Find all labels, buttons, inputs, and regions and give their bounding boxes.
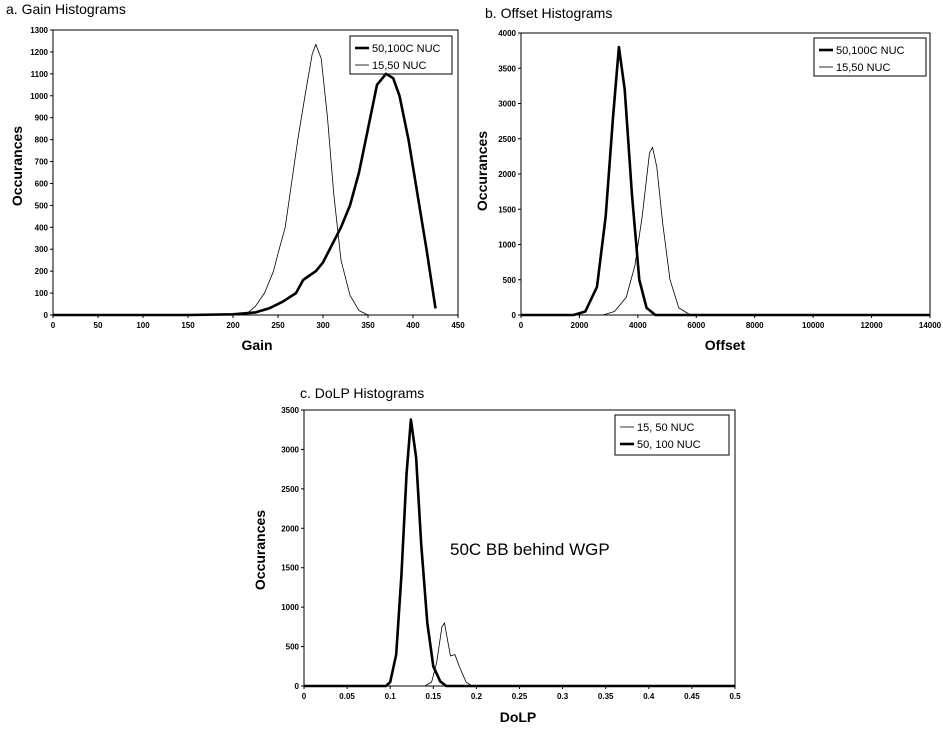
legend-entry-dolp-0: 15, 50 NUC <box>637 422 695 434</box>
y-tick-label-dolp: 1500 <box>281 564 299 573</box>
x-tick-label-dolp: 0.5 <box>729 692 741 701</box>
y-tick-label-gain: 0 <box>44 311 49 320</box>
y-tick-label-gain: 800 <box>35 136 49 145</box>
plot-area-gain <box>52 29 459 316</box>
y-tick-label-dolp: 3500 <box>281 406 299 415</box>
x-tick-label-gain: 50 <box>94 321 103 330</box>
y-tick-label-offset: 500 <box>503 276 517 285</box>
chart-title-gain: a. Gain Histograms <box>6 1 126 17</box>
legend-entry-offset-1: 15,50 NUC <box>836 62 890 74</box>
y-tick-label-offset: 0 <box>512 311 517 320</box>
y-tick-label-gain: 400 <box>35 223 49 232</box>
x-tick-label-offset: 4000 <box>629 321 647 330</box>
series-line-offset-1 <box>521 146 930 316</box>
x-tick-label-offset: 14000 <box>919 321 942 330</box>
x-tick-label-dolp: 0.3 <box>557 692 569 701</box>
x-tick-label-gain: 450 <box>451 321 465 330</box>
x-tick-label-gain: 250 <box>271 321 285 330</box>
panel-dolp-histograms: c. DoLP Histograms Occurances DoLP 50C B… <box>252 385 741 725</box>
y-tick-label-gain: 300 <box>35 245 49 254</box>
x-axis-label-offset: Offset <box>705 337 746 353</box>
y-axis-label-dolp: Occurances <box>252 510 268 590</box>
legend-entry-gain-1: 15,50 NUC <box>372 60 426 72</box>
y-tick-label-gain: 1100 <box>31 70 49 79</box>
y-tick-label-gain: 700 <box>35 158 49 167</box>
legend-box-offset <box>813 37 927 77</box>
x-tick-label-gain: 350 <box>361 321 375 330</box>
y-tick-label-dolp: 500 <box>286 643 300 652</box>
x-tick-label-gain: 100 <box>136 321 150 330</box>
y-axis-label-gain: Occurances <box>9 126 25 206</box>
series-line-dolp-1 <box>304 418 735 688</box>
legend-dolp: 15, 50 NUC 50, 100 NUC <box>614 414 730 456</box>
x-tick-label-gain: 200 <box>226 321 240 330</box>
series-line-dolp-0 <box>304 622 735 687</box>
panel-offset-histograms: b. Offset Histograms Occurances Offset 5… <box>474 5 942 353</box>
y-tick-label-dolp: 3000 <box>281 445 299 454</box>
x-tick-label-gain: 300 <box>316 321 330 330</box>
y-tick-label-gain: 600 <box>35 179 49 188</box>
x-tick-label-dolp: 0.2 <box>471 692 483 701</box>
x-tick-label-dolp: 0.1 <box>385 692 397 701</box>
y-tick-label-gain: 900 <box>35 114 49 123</box>
x-tick-label-offset: 2000 <box>571 321 589 330</box>
annotation-dolp: 50C BB behind WGP <box>450 540 610 559</box>
chart-title-dolp: c. DoLP Histograms <box>300 385 424 401</box>
x-tick-label-offset: 6000 <box>687 321 705 330</box>
y-axis-label-offset: Occurances <box>474 131 490 211</box>
y-tick-label-dolp: 2000 <box>281 524 299 533</box>
y-tick-label-dolp: 2500 <box>281 485 299 494</box>
y-tick-label-gain: 100 <box>35 289 49 298</box>
y-tick-label-dolp: 1000 <box>281 603 299 612</box>
x-axis-label-dolp: DoLP <box>500 709 537 725</box>
y-tick-label-offset: 2000 <box>498 170 516 179</box>
y-tick-label-gain: 500 <box>35 201 49 210</box>
legend-gain: 50,100C NUC 15,50 NUC <box>349 35 453 75</box>
series-line-gain-1 <box>53 43 458 316</box>
x-tick-label-offset: 0 <box>519 321 524 330</box>
x-tick-label-gain: 0 <box>51 321 56 330</box>
y-tick-label-offset: 2500 <box>498 135 516 144</box>
y-tick-label-offset: 3500 <box>498 64 516 73</box>
legend-box-gain <box>349 35 453 75</box>
x-tick-label-offset: 12000 <box>860 321 883 330</box>
y-tick-label-offset: 4000 <box>498 29 516 38</box>
x-axis-label-gain: Gain <box>241 337 272 353</box>
legend-entry-gain-0: 50,100C NUC <box>372 43 441 55</box>
legend-offset: 50,100C NUC 15,50 NUC <box>813 37 927 77</box>
series-line-offset-0 <box>521 45 930 317</box>
panel-gain-histograms: a. Gain Histograms Occurances Gain 50,10… <box>6 1 465 353</box>
y-tick-label-offset: 1500 <box>498 205 516 214</box>
x-tick-label-gain: 150 <box>181 321 195 330</box>
y-tick-label-gain: 200 <box>35 267 49 276</box>
y-tick-label-offset: 3000 <box>498 100 516 109</box>
x-tick-label-dolp: 0 <box>302 692 307 701</box>
y-tick-label-gain: 1000 <box>30 92 48 101</box>
series-line-gain-0 <box>53 72 437 317</box>
chart-title-offset: b. Offset Histograms <box>485 5 612 21</box>
x-tick-label-dolp: 0.35 <box>598 692 614 701</box>
x-tick-label-dolp: 0.25 <box>512 692 528 701</box>
y-tick-label-gain: 1300 <box>30 26 48 35</box>
legend-entry-dolp-1: 50, 100 NUC <box>637 439 701 451</box>
y-tick-label-offset: 1000 <box>498 241 516 250</box>
legend-entry-offset-0: 50,100C NUC <box>836 45 905 57</box>
y-tick-label-dolp: 0 <box>295 682 300 691</box>
x-tick-label-dolp: 0.4 <box>643 692 655 701</box>
y-tick-label-gain: 1200 <box>30 48 48 57</box>
x-tick-label-dolp: 0.45 <box>684 692 700 701</box>
plot-area-offset <box>520 32 931 316</box>
x-tick-label-offset: 10000 <box>802 321 825 330</box>
x-tick-label-dolp: 0.15 <box>426 692 442 701</box>
x-tick-label-dolp: 0.05 <box>339 692 355 701</box>
x-tick-label-gain: 400 <box>406 321 420 330</box>
x-tick-label-offset: 8000 <box>746 321 764 330</box>
legend-box-dolp <box>614 414 730 456</box>
